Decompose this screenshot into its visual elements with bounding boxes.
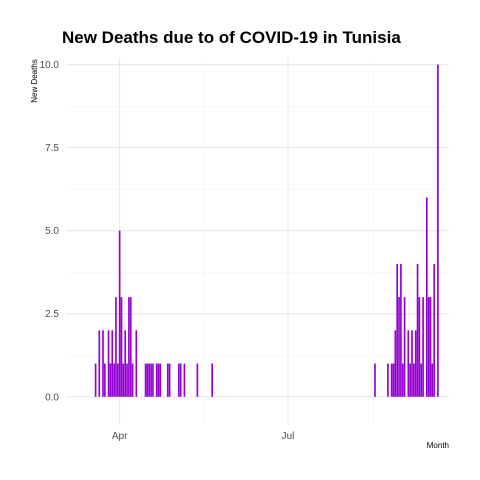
bar [135,330,138,397]
bar [157,363,160,397]
bar [122,363,125,397]
bar [437,64,439,397]
bar [115,297,117,397]
y-tick-label: 7.5 [45,143,59,154]
bar [118,230,121,397]
bar [396,263,399,397]
bar [168,363,171,397]
bar [431,363,434,397]
bar [409,363,411,397]
bar [403,297,406,397]
y-tick-label: 5.0 [45,226,59,237]
bar [94,363,97,397]
bar [398,297,400,397]
y-tick-label: 10.0 [40,60,60,71]
bar [109,363,112,397]
bar [159,363,162,397]
bar [120,297,123,397]
bar [420,363,423,397]
bar [150,363,152,397]
x-tick-label: Jul [282,431,295,442]
bar [144,363,147,397]
bar [113,363,115,397]
bar [104,363,106,397]
bar [390,363,393,397]
bar [183,363,186,397]
bar [401,363,404,397]
bar [394,330,397,397]
bar [407,330,410,397]
bar [374,363,376,397]
bar [111,330,114,397]
x-axis-label: Month [427,441,449,450]
bar [148,363,151,397]
bar [413,363,415,397]
bar [416,263,419,397]
bar [429,297,432,397]
y-major-gridlines [66,64,449,398]
bar [400,263,402,397]
y-minor-gridlines [66,105,449,356]
bar [131,363,134,397]
x-axis-ticks: Apr Jul [112,431,295,442]
bar [422,297,424,397]
bar [146,363,149,397]
bar [124,330,127,397]
bar [102,330,104,397]
bars [94,64,439,397]
bar [107,330,110,397]
x-minor-gridlines [202,58,374,425]
y-tick-label: 0.0 [45,392,59,403]
bar [128,297,130,397]
bar [155,363,158,397]
bar [116,363,119,397]
bar [211,363,214,397]
bar [414,330,417,397]
y-axis-label: New Deaths [30,59,39,103]
y-axis-ticks: 0.0 2.5 5.0 7.5 10.0 [40,60,60,403]
bar [129,297,132,397]
y-tick-label: 2.5 [45,309,59,320]
bar [196,363,199,397]
bar [433,263,436,397]
x-tick-label: Apr [112,431,128,442]
bar [178,363,180,397]
bar [126,363,128,397]
bar [179,363,182,397]
bar [425,197,428,397]
bar [166,363,169,397]
chart-title: New Deaths due to of COVID-19 in Tunisia [62,28,401,47]
bar [418,297,421,397]
bar [98,330,101,397]
bar [411,330,413,397]
bar [387,363,389,397]
bar [392,363,395,397]
bar [152,363,154,397]
bar [427,297,430,397]
